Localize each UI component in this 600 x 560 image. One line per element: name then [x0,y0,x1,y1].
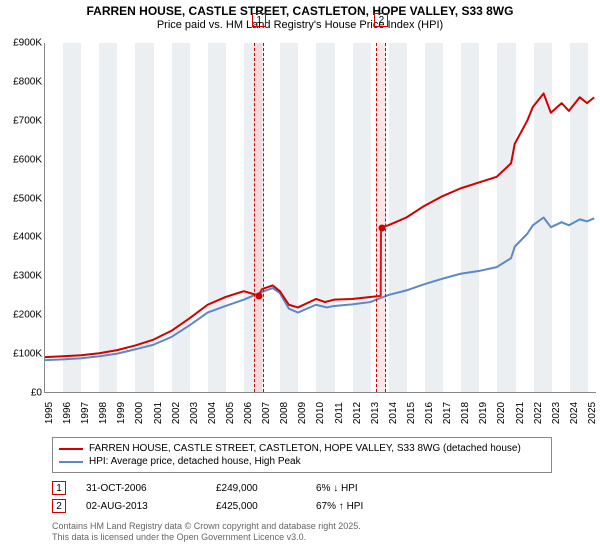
series-line [45,93,594,357]
y-tick-label: £300K [13,271,42,282]
x-tick-label: 2017 [442,402,453,424]
sale-price: £425,000 [216,501,296,512]
x-tick-label: 1996 [62,402,73,424]
x-tick-label: 2023 [551,402,562,424]
sale-dot [256,293,263,300]
sale-marker-2: 2 [52,499,66,513]
x-tick-label: 2024 [569,402,580,424]
footer-line-2: This data is licensed under the Open Gov… [52,532,600,543]
sale-marker-1: 1 [52,481,66,495]
legend-row-price-paid: FARREN HOUSE, CASTLE STREET, CASTLETON, … [59,442,545,455]
x-tick-label: 2020 [496,402,507,424]
x-tick-label: 2005 [225,402,236,424]
x-tick-label: 2021 [515,402,526,424]
y-tick-label: £0 [31,388,42,399]
y-tick-label: £700K [13,115,42,126]
legend-label-hpi: HPI: Average price, detached house, High… [89,456,301,467]
x-tick-label: 2007 [261,402,272,424]
sale-date: 31-OCT-2006 [86,483,196,494]
sale-dot [378,224,385,231]
chart-lines [45,43,596,392]
sale-highlight-label: 1 [252,13,266,27]
y-tick-label: £900K [13,38,42,49]
x-tick-label: 2003 [189,402,200,424]
y-tick-label: £500K [13,193,42,204]
y-tick-label: £800K [13,76,42,87]
title-line-1: FARREN HOUSE, CASTLE STREET, CASTLETON, … [0,4,600,18]
sale-price: £249,000 [216,483,296,494]
legend: FARREN HOUSE, CASTLE STREET, CASTLETON, … [52,437,552,473]
footer-line-1: Contains HM Land Registry data © Crown c… [52,521,600,532]
sale-highlight-label: 2 [374,13,388,27]
title-block: FARREN HOUSE, CASTLE STREET, CASTLETON, … [0,0,600,33]
y-tick-label: £600K [13,154,42,165]
x-tick-label: 2010 [315,402,326,424]
legend-row-hpi: HPI: Average price, detached house, High… [59,455,545,468]
x-tick-label: 2002 [171,402,182,424]
y-tick-label: £200K [13,310,42,321]
sales-table: 1 31-OCT-2006 £249,000 6% ↓ HPI 2 02-AUG… [52,479,552,515]
x-tick-label: 2022 [533,402,544,424]
x-tick-label: 2014 [388,402,399,424]
legend-label-price-paid: FARREN HOUSE, CASTLE STREET, CASTLETON, … [89,443,521,454]
x-tick-label: 2013 [370,402,381,424]
x-tick-label: 1997 [80,402,91,424]
x-axis: 1995 1996 1997 1998 1999 2000 2001 2002 2003 2004… [44,395,596,431]
x-tick-label: 2016 [424,402,435,424]
sale-row: 2 02-AUG-2013 £425,000 67% ↑ HPI [52,497,552,515]
sale-highlight-band: 2 [376,43,386,392]
x-tick-label: 2015 [406,402,417,424]
sale-diff: 6% ↓ HPI [316,483,406,494]
sale-date: 02-AUG-2013 [86,501,196,512]
x-tick-label: 2009 [297,402,308,424]
legend-swatch-price-paid [59,448,83,450]
x-tick-label: 1999 [116,402,127,424]
x-tick-label: 2004 [207,402,218,424]
x-tick-label: 2006 [243,402,254,424]
chart: £0 £100K £200K £300K £400K £500K £600K £700K £80… [0,33,600,433]
x-tick-label: 2018 [460,402,471,424]
x-tick-label: 2025 [587,402,598,424]
sale-row: 1 31-OCT-2006 £249,000 6% ↓ HPI [52,479,552,497]
footer: Contains HM Land Registry data © Crown c… [52,521,600,544]
x-tick-label: 2008 [279,402,290,424]
title-line-2: Price paid vs. HM Land Registry's House … [0,19,600,31]
sale-highlight-band: 1 [254,43,264,392]
y-tick-label: £100K [13,349,42,360]
y-axis: £0£100K£200K£300K£400K£500K£600K£700K£80… [0,33,44,393]
x-tick-label: 2000 [134,402,145,424]
x-tick-label: 2019 [478,402,489,424]
plot-area: 12 [44,43,596,393]
x-tick-label: 2011 [334,402,345,424]
sale-diff: 67% ↑ HPI [316,501,406,512]
x-tick-label: 1995 [44,402,55,424]
legend-swatch-hpi [59,461,83,463]
series-line [45,218,594,361]
x-tick-label: 2001 [153,402,164,424]
y-tick-label: £400K [13,232,42,243]
x-tick-label: 2012 [352,402,363,424]
x-tick-label: 1998 [98,402,109,424]
